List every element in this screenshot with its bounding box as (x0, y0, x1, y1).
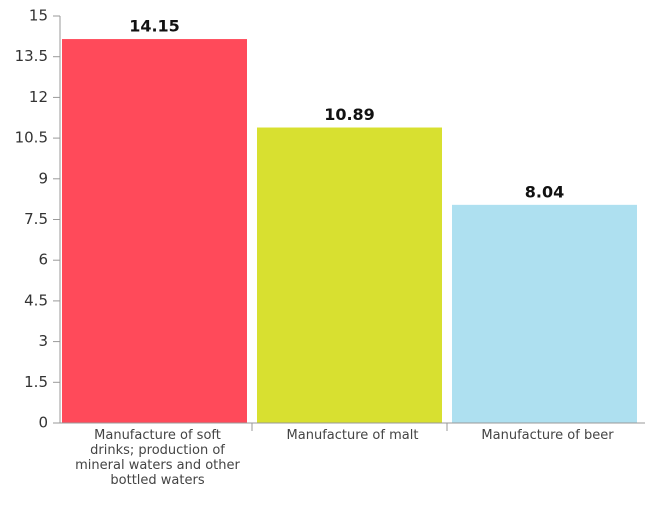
y-tick-label: 0 (38, 414, 48, 432)
y-tick-label: 13.5 (15, 47, 48, 65)
y-tick-label: 6 (38, 251, 48, 269)
value-label: 8.04 (525, 182, 564, 201)
bar (62, 39, 247, 424)
x-tick-label: Manufacture of soft drinks; production o… (75, 428, 240, 488)
y-tick-label: 4.5 (24, 291, 48, 309)
value-label: 10.89 (324, 105, 375, 124)
y-tick-label: 12 (29, 88, 48, 106)
x-tick-label: Manufacture of beer (481, 428, 614, 443)
y-tick-label: 7.5 (24, 210, 48, 228)
value-label: 14.15 (129, 17, 180, 36)
bar (257, 127, 442, 423)
bar (452, 204, 637, 423)
y-tick-label: 15 (29, 7, 48, 25)
x-tick-label: Manufacture of malt (286, 428, 419, 443)
y-tick-label: 3 (38, 332, 48, 350)
y-tick-label: 1.5 (24, 373, 48, 391)
y-tick-label: 9 (38, 169, 48, 187)
y-tick-label: 10.5 (15, 129, 48, 147)
